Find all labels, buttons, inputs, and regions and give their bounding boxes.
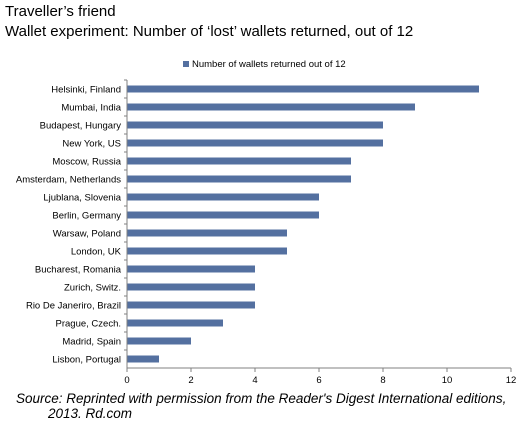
bar xyxy=(127,85,479,93)
category-label: Zurich, Switz. xyxy=(64,283,121,294)
x-tick-label: 8 xyxy=(380,375,385,386)
chart-subtitle: Wallet experiment: Number of ‘lost’ wall… xyxy=(5,23,414,40)
bar xyxy=(127,265,255,273)
category-label: Warsaw, Poland xyxy=(53,229,121,240)
category-label: Lisbon, Portugal xyxy=(52,355,121,366)
category-label: Madrid, Spain xyxy=(62,337,121,348)
bar xyxy=(127,103,415,111)
bar xyxy=(127,301,255,309)
bar xyxy=(127,283,255,291)
category-label: Helsinki, Finland xyxy=(51,85,121,96)
x-tick-label: 6 xyxy=(316,375,321,386)
legend-label: Number of wallets returned out of 12 xyxy=(192,59,346,70)
category-label: Mumbai, India xyxy=(61,103,121,114)
x-tick-label: 10 xyxy=(442,375,453,386)
x-tick-label: 2 xyxy=(188,375,193,386)
bar xyxy=(127,121,383,129)
legend-swatch xyxy=(183,61,189,67)
category-label: London, UK xyxy=(71,247,122,258)
bar xyxy=(127,157,351,165)
bar xyxy=(127,337,191,345)
category-label: Berlin, Germany xyxy=(52,211,121,222)
category-label: Moscow, Russia xyxy=(52,157,121,168)
category-label: New York, US xyxy=(62,139,121,150)
chart-title: Traveller’s friend xyxy=(5,3,116,20)
category-label: Bucharest, Romania xyxy=(35,265,122,276)
bar xyxy=(127,175,351,183)
x-tick-label: 12 xyxy=(506,375,517,386)
category-label: Rio De Janeriro, Brazil xyxy=(26,301,121,312)
x-tick-label: 0 xyxy=(124,375,129,386)
bar xyxy=(127,139,383,147)
category-label: Ljublana, Slovenia xyxy=(43,193,121,204)
category-label: Prague, Czech. xyxy=(56,319,121,330)
bar xyxy=(127,247,287,255)
bar xyxy=(127,355,159,363)
source-line-1: Source: Reprinted with permission from t… xyxy=(16,391,507,406)
x-tick-label: 4 xyxy=(252,375,257,386)
bar-chart: Number of wallets returned out of 12 Hels… xyxy=(16,59,517,386)
bar xyxy=(127,229,287,237)
category-label: Budapest, Hungary xyxy=(40,121,122,132)
bar xyxy=(127,211,319,219)
category-label: Amsterdam, Netherlands xyxy=(16,175,121,186)
bar xyxy=(127,193,319,201)
source-note: Source: Reprinted with permission from t… xyxy=(16,391,521,421)
bar xyxy=(127,319,223,327)
source-line-2: 2013. Rd.com xyxy=(48,406,133,421)
